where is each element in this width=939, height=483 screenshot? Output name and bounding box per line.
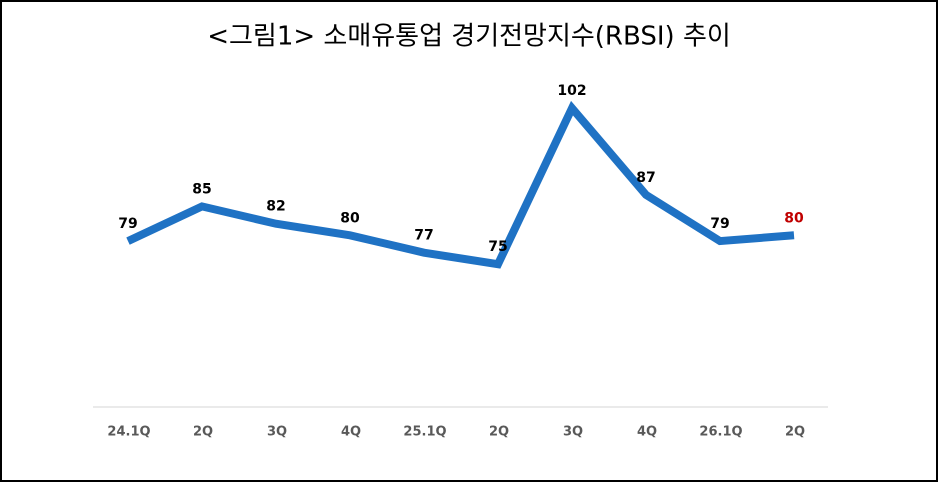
x-tick-label: 4Q	[341, 425, 361, 440]
x-tick-label: 26.1Q	[699, 425, 742, 440]
value-label: 79	[710, 216, 729, 232]
chart-title: <그림1> 소매유통업 경기전망지수(RBSI) 추이	[207, 22, 731, 52]
x-tick-label: 25.1Q	[403, 425, 446, 440]
value-label: 79	[118, 216, 137, 232]
x-tick-label: 2Q	[489, 425, 509, 440]
x-tick-label: 4Q	[637, 425, 657, 440]
value-label: 102	[557, 83, 586, 99]
x-tick-label: 24.1Q	[107, 425, 150, 440]
value-label: 87	[636, 170, 655, 186]
value-label: 82	[266, 199, 285, 215]
value-label: 80	[784, 210, 804, 226]
x-tick-label: 3Q	[563, 425, 583, 440]
value-label: 85	[192, 181, 211, 197]
data-line	[126, 100, 795, 269]
value-label: 80	[340, 210, 360, 226]
value-label: 75	[488, 239, 507, 255]
x-tick-label: 3Q	[267, 425, 287, 440]
x-tick-label: 2Q	[785, 425, 805, 440]
x-tick-label: 2Q	[193, 425, 213, 440]
value-label: 77	[414, 228, 433, 244]
